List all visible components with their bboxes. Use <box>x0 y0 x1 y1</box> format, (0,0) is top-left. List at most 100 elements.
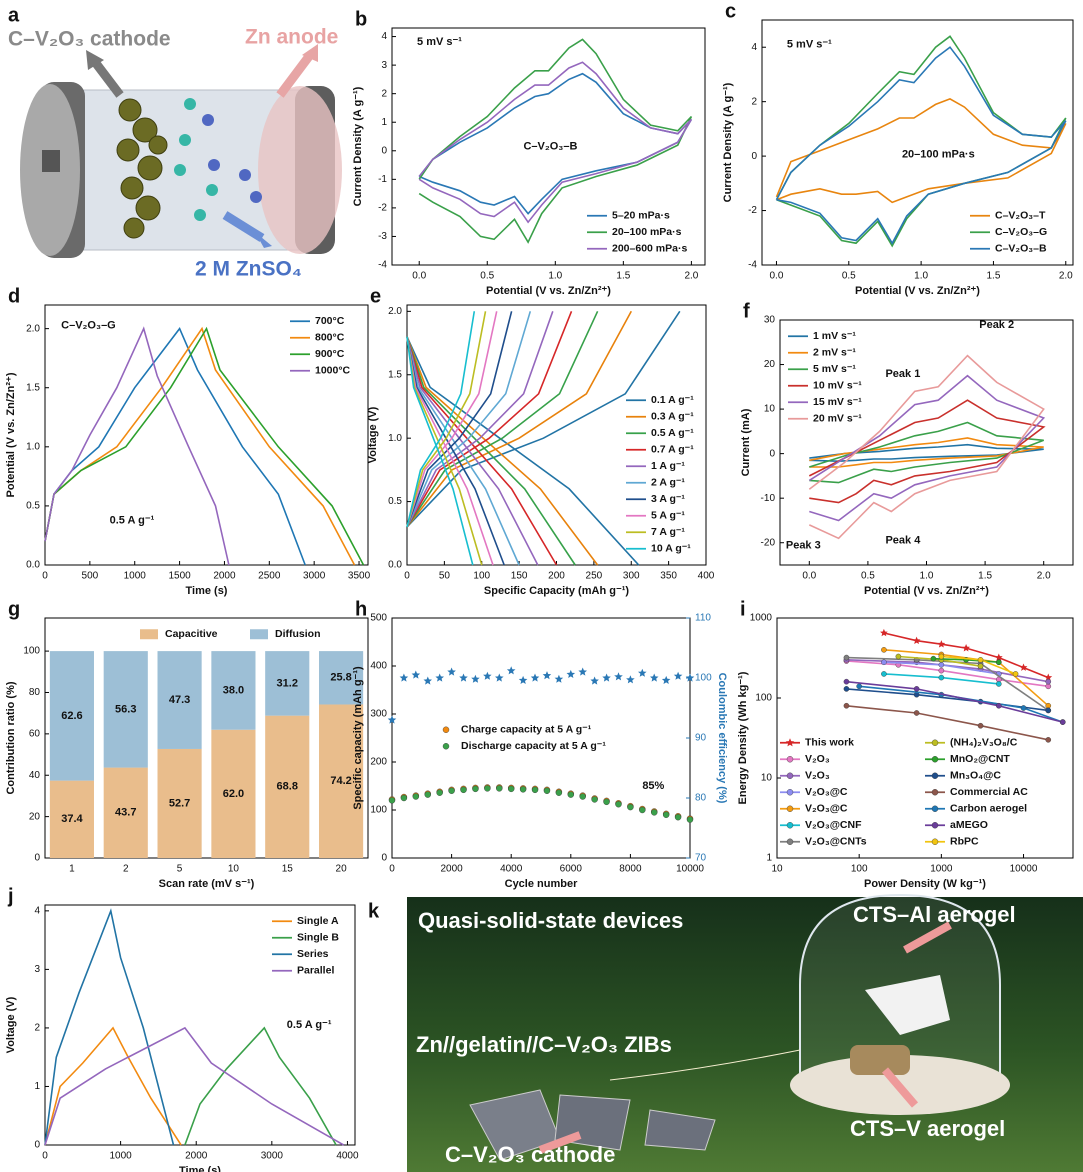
marker <box>938 653 945 660</box>
plot-frame <box>44 617 369 859</box>
marker <box>931 772 939 779</box>
anode-arrow <box>276 52 314 98</box>
line <box>44 1026 345 1146</box>
line <box>406 311 476 566</box>
legend-label: V₂O₃@C <box>805 803 848 815</box>
marker <box>881 659 887 666</box>
legend-label: 15 mV s⁻¹ <box>813 396 862 408</box>
legend-label: MnO₂@CNT <box>950 753 1010 765</box>
bar-segment <box>319 651 364 705</box>
line <box>44 908 175 1146</box>
marker <box>591 796 598 803</box>
y-axis-label: Current Density (A g⁻¹) <box>352 86 364 206</box>
line <box>775 35 1067 248</box>
y2-tick-label: 80 <box>695 793 707 804</box>
marker <box>938 667 945 674</box>
value-label: 52.7 <box>169 797 190 809</box>
legend-label: 10 mV s⁻¹ <box>813 380 862 392</box>
electrolyte-label: 2 M ZnSO₄ <box>195 258 302 281</box>
y-tick-label: 1.0 <box>388 433 402 444</box>
x-axis-label: Scan rate (mV s⁻¹) <box>159 878 255 890</box>
marker <box>387 715 397 724</box>
marker <box>994 653 1003 661</box>
line <box>418 61 693 224</box>
panel-label: b <box>355 8 367 30</box>
bar-segment <box>319 704 364 858</box>
y-tick-label: 1.5 <box>26 382 40 393</box>
x-tick-label: 300 <box>623 571 640 582</box>
x-tick-label: 0 <box>389 864 395 875</box>
x-tick-label: 10000 <box>1010 864 1038 875</box>
x-axis-label: Specific Capacity (mAh g⁻¹) <box>484 585 630 597</box>
marker <box>662 811 670 818</box>
x-tick-label: 1.0 <box>920 571 934 582</box>
y-tick-label: 10 <box>764 404 776 415</box>
value-label: 62.6 <box>61 710 82 722</box>
panel-label: h <box>355 598 367 620</box>
y-tick-label: 1 <box>766 853 772 864</box>
marker <box>531 786 539 794</box>
device-label: Zn//gelatin//C–V₂O₃ ZIBs <box>416 1032 672 1057</box>
marker <box>786 789 794 796</box>
y-tick-label: 100 <box>23 646 40 657</box>
legend-swatch <box>140 629 158 640</box>
marker <box>448 787 455 794</box>
marker <box>1019 663 1028 671</box>
y-tick-label: 3 <box>34 964 40 975</box>
marker <box>651 809 658 816</box>
x-tick-label: 10000 <box>676 864 704 875</box>
x-tick-label: 100 <box>851 864 868 875</box>
annotation: Peak 4 <box>885 534 921 546</box>
x-tick-label: 1.5 <box>616 271 630 282</box>
marker <box>912 636 921 644</box>
legend-label: Carbon aerogel <box>950 803 1027 815</box>
y2-tick-label: 100 <box>695 673 712 684</box>
line <box>808 399 1046 504</box>
marker <box>1020 705 1027 711</box>
bar-segment <box>49 780 94 858</box>
legend-label: 3 A g⁻¹ <box>651 493 685 505</box>
panel-label: j <box>7 885 14 907</box>
marker <box>436 789 443 796</box>
x-tick-label: 50 <box>439 571 451 582</box>
marker <box>615 801 622 808</box>
marker <box>880 628 888 637</box>
panel-label: i <box>740 598 746 620</box>
annotation: 85% <box>642 780 664 792</box>
bar-segment <box>265 651 310 716</box>
x-axis-label: Potential (V vs. Zn/Zn²⁺) <box>864 585 989 597</box>
x-tick-label: 150 <box>511 571 528 582</box>
x-tick-label: 2 <box>123 864 129 875</box>
plot-frame <box>776 617 1074 859</box>
legend-label: Capacitive <box>165 628 218 640</box>
marker <box>519 786 527 793</box>
y-tick-label: 100 <box>370 805 387 816</box>
y-tick-label: 2 <box>381 88 387 99</box>
y-tick-label: 2.0 <box>388 306 402 317</box>
x-tick-label: 10 <box>228 864 240 875</box>
y-tick-label: 4 <box>34 905 40 916</box>
x-tick-label: 0 <box>42 1151 48 1162</box>
legend-label: (NH₄)₂V₃O₈/C <box>950 737 1018 749</box>
y-tick-label: 1 <box>34 1081 40 1092</box>
y2-axis-label: Coulombic efficiency (%) <box>716 673 728 804</box>
x-axis-label: Potential (V vs. Zn/Zn²⁺) <box>486 285 611 297</box>
photo-title: Quasi-solid-state devices <box>418 908 683 933</box>
x-tick-label: 2.0 <box>684 271 698 282</box>
legend-label: 5 A g⁻¹ <box>651 510 685 522</box>
arrowhead <box>86 50 104 70</box>
y-axis-label: Energy Density (Wh kg⁻¹) <box>737 671 749 804</box>
marker <box>995 702 1002 709</box>
line <box>44 326 356 566</box>
annotation: 0.5 A g⁻¹ <box>110 515 155 527</box>
marker <box>785 738 795 747</box>
y-tick-label: 1 <box>381 117 387 128</box>
marker <box>977 722 984 729</box>
al-arrow <box>903 921 952 954</box>
cathode-label: C–V₂O₃ cathode <box>8 28 171 51</box>
y-tick-label: 1.5 <box>388 369 402 380</box>
y-tick-label: 3 <box>381 60 387 71</box>
marker <box>483 671 492 680</box>
line <box>406 311 573 566</box>
